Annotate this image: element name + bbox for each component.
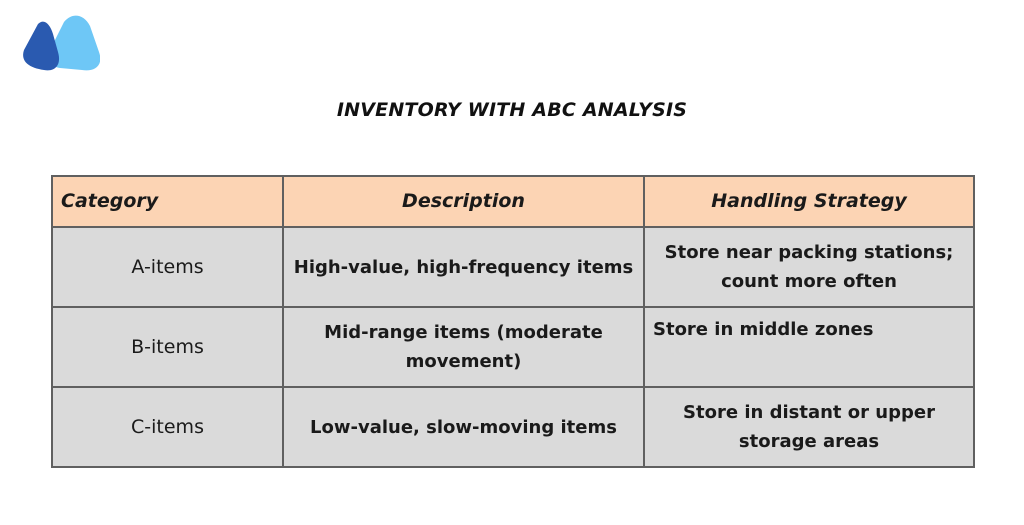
table-header-row: Category Description Handling Strategy <box>51 175 975 228</box>
row-a-description: High-value, high-frequency items <box>282 226 645 308</box>
table-row: B-items Mid-range items (moderate moveme… <box>51 306 975 388</box>
header-category: Category <box>51 175 284 228</box>
row-a-strategy: Store near packing stations; count more … <box>643 226 975 308</box>
row-b-strategy: Store in middle zones <box>643 306 975 388</box>
abc-analysis-table: Category Description Handling Strategy A… <box>51 175 975 468</box>
table-row: A-items High-value, high-frequency items… <box>51 226 975 308</box>
header-description: Description <box>282 175 645 228</box>
page-title: INVENTORY WITH ABC ANALYSIS <box>336 99 688 121</box>
row-c-category: C-items <box>51 386 284 468</box>
row-a-category: A-items <box>51 226 284 308</box>
row-b-description: Mid-range items (moderate movement) <box>282 306 645 388</box>
logo-left-shape <box>23 21 60 71</box>
row-b-category: B-items <box>51 306 284 388</box>
logo-right-shape <box>49 15 100 71</box>
table-row: C-items Low-value, slow-moving items Sto… <box>51 386 975 468</box>
row-c-strategy: Store in distant or upper storage areas <box>643 386 975 468</box>
brand-logo <box>23 15 100 71</box>
header-handling-strategy: Handling Strategy <box>643 175 975 228</box>
row-c-description: Low-value, slow-moving items <box>282 386 645 468</box>
